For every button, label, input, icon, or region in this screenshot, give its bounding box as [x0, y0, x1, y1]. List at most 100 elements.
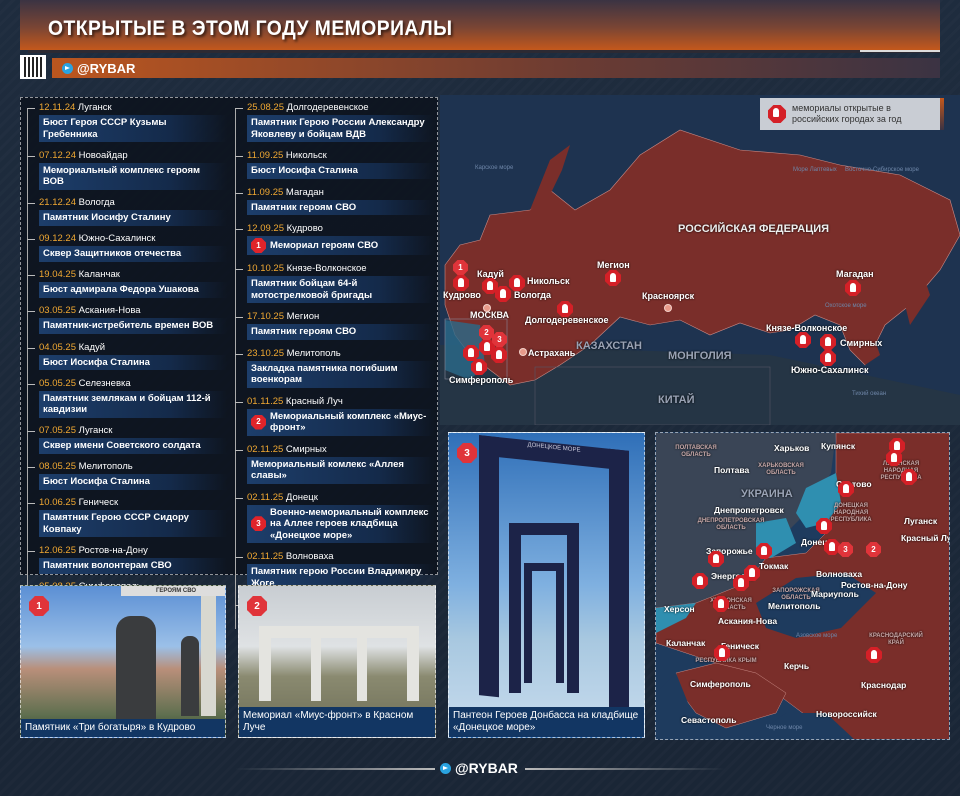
- timeline-description-box: Памятник героям СВО: [247, 199, 435, 215]
- number-badge[interactable]: 1: [453, 260, 468, 275]
- footer-handle[interactable]: @RYBAR: [455, 760, 518, 776]
- memorial-marker-icon[interactable]: [708, 551, 724, 567]
- memorial-marker-icon[interactable]: [471, 359, 487, 375]
- timeline-description-box: Бюст Иосифа Сталина: [39, 474, 227, 490]
- sea-label: Карское море: [475, 165, 514, 171]
- timeline-description: Мемориальный комплекс «Миус-фронт»: [270, 410, 427, 434]
- timeline-date-line: 19.04.25 Каланчак: [39, 269, 227, 281]
- photo-kudrovo[interactable]: ГЕРОЯМ СВО 1 Памятник «Три богатыря» в К…: [20, 585, 226, 738]
- monument-sign: ГЕРОЯМ СВО: [121, 586, 225, 596]
- timeline-place: Аскания-Нова: [78, 305, 141, 317]
- memorial-marker-icon[interactable]: [756, 543, 772, 559]
- timeline-description: Бюст адмирала Федора Ушакова: [43, 284, 199, 296]
- timeline-date: 04.05.25: [39, 341, 76, 353]
- number-badge[interactable]: 2: [479, 325, 494, 340]
- timeline-item: 11.09.25 Никольск Бюст Иосифа Сталина: [235, 150, 435, 179]
- sea-label: Азовское море: [796, 633, 838, 639]
- timeline-place: Каланчак: [78, 269, 120, 281]
- memorial-marker-icon[interactable]: [482, 278, 498, 294]
- timeline-description: Мемориальный комплекс героям ВОВ: [43, 164, 201, 188]
- photo-caption: Пантеон Героев Донбасса на кладбище «Дон…: [449, 707, 644, 737]
- timeline-date: 12.09.25: [247, 223, 284, 234]
- memorial-marker-icon[interactable]: [509, 275, 525, 291]
- photo-mius-front[interactable]: 2 Мемориал «Миус-фронт» в Красном Луче: [238, 585, 436, 738]
- timeline-column-right: 25.08.25 Долгодеревенское Памятник Герою …: [235, 102, 435, 639]
- number-badge: 3: [457, 443, 477, 463]
- brand-handle[interactable]: @RYBAR: [77, 61, 136, 76]
- memorial-gate: [524, 563, 564, 683]
- number-badge[interactable]: 3: [838, 542, 853, 557]
- city-label: Днепропетровск: [714, 505, 784, 515]
- timeline-date-line: 11.09.25 Магадан: [247, 187, 435, 199]
- timeline-date-line: 02.11.25 Волноваха: [247, 551, 435, 563]
- timeline-place: Долгодеревенское: [286, 102, 369, 113]
- memorial-marker-icon[interactable]: [886, 450, 902, 466]
- statue: [181, 636, 199, 716]
- memorial-marker-icon[interactable]: [820, 334, 836, 350]
- timeline-description: Памятник бойцам 64-й мотострелковой бриг…: [251, 278, 373, 301]
- city-label: Князе-Волконское: [766, 323, 848, 333]
- city-label: Кадуй: [477, 269, 504, 279]
- timeline-place: Южно-Сахалинск: [78, 233, 156, 245]
- memorial-marker-icon[interactable]: [479, 339, 495, 355]
- timeline-item: 07.05.25 Луганск Сквер имени Советского с…: [27, 425, 227, 454]
- divider: [28, 50, 940, 53]
- city-label: Краснодар: [861, 680, 907, 690]
- statue: [116, 616, 156, 721]
- photo-caption: Памятник «Три богатыря» в Кудрово: [21, 719, 225, 737]
- qr-code-icon[interactable]: [20, 55, 46, 79]
- memorial-marker-icon[interactable]: [816, 518, 832, 534]
- memorial-marker-icon[interactable]: [744, 565, 760, 581]
- timeline-place: Селезневка: [78, 377, 131, 389]
- number-badge: 2: [247, 596, 267, 616]
- city-label: Вологда: [514, 290, 551, 300]
- number-badge[interactable]: 2: [866, 542, 881, 557]
- number-badge[interactable]: 3: [492, 332, 507, 347]
- header-banner: ОТКРЫТЫЕ В ЭТОМ ГОДУ МЕМОРИАЛЫ: [20, 0, 940, 50]
- timeline-description-box: Бюст Героя СССР Кузьмы Гребенника: [39, 115, 227, 142]
- city-label: Геническ: [721, 641, 760, 651]
- timeline-date: 07.12.24: [39, 149, 76, 161]
- timeline-place: Луганск: [78, 425, 113, 437]
- memorial-marker-icon[interactable]: [692, 573, 708, 589]
- timeline-date-line: 01.11.25 Красный Луч: [247, 396, 435, 408]
- timeline-description: Сквер имени Советского солдата: [43, 440, 201, 452]
- memorial-marker-icon[interactable]: [491, 347, 507, 363]
- timeline-description: Сквер Защитников отечества: [43, 248, 182, 260]
- memorial-marker-icon[interactable]: [820, 350, 836, 366]
- timeline-date-line: 02.11.25 Донецк: [247, 492, 435, 504]
- memorial-marker-icon[interactable]: [901, 469, 917, 485]
- memorial-marker-icon[interactable]: [795, 332, 811, 348]
- city-dot: [519, 348, 527, 356]
- city-label: Новороссийск: [816, 709, 877, 719]
- memorial-marker-icon[interactable]: [557, 301, 573, 317]
- memorial-marker-icon[interactable]: [824, 539, 840, 555]
- timeline-place: Мелитополь: [78, 461, 133, 473]
- timeline-description: Мемориал героям СВО: [270, 239, 379, 251]
- timeline-description: Памятник волонтерам СВО: [43, 560, 172, 572]
- memorial-marker-icon[interactable]: [713, 596, 729, 612]
- memorial-marker-icon[interactable]: [605, 270, 621, 286]
- memorial-marker-icon[interactable]: [453, 275, 469, 291]
- timeline-date: 05.05.25: [39, 377, 76, 389]
- memorial-marker-icon[interactable]: [714, 645, 730, 661]
- memorial-marker-icon[interactable]: [463, 345, 479, 361]
- timeline-description: Памятник Иосифу Сталину: [43, 212, 171, 224]
- timeline-date-line: 04.05.25 Кадуй: [39, 342, 227, 354]
- memorial-marker-icon[interactable]: [866, 647, 882, 663]
- memorial-marker-icon[interactable]: [495, 286, 511, 302]
- memorial-marker-icon[interactable]: [845, 280, 861, 296]
- divider: [525, 768, 725, 770]
- memorial-marker-icon[interactable]: [838, 481, 854, 497]
- memorial-marker-icon[interactable]: [733, 575, 749, 591]
- number-badge: 2: [251, 414, 266, 430]
- timeline-place: Никольск: [285, 150, 327, 161]
- timeline-date: 02.11.25: [247, 443, 284, 455]
- timeline-item: 17.10.25 Мегион Памятник героям СВО: [235, 311, 435, 340]
- timeline-place: Луганск: [77, 102, 112, 113]
- timeline-date-line: 07.12.24 Новоайдар: [39, 150, 227, 162]
- number-badge: 1: [29, 596, 49, 616]
- timeline-description-box: Памятник-истребитель времен ВОВ: [39, 318, 227, 334]
- photo-donetsk-sea[interactable]: ДОНЕЦКОЕ МОРЕ 3 Пантеон Героев Донбасса …: [448, 432, 645, 738]
- timeline-date: 09.12.24: [39, 233, 76, 245]
